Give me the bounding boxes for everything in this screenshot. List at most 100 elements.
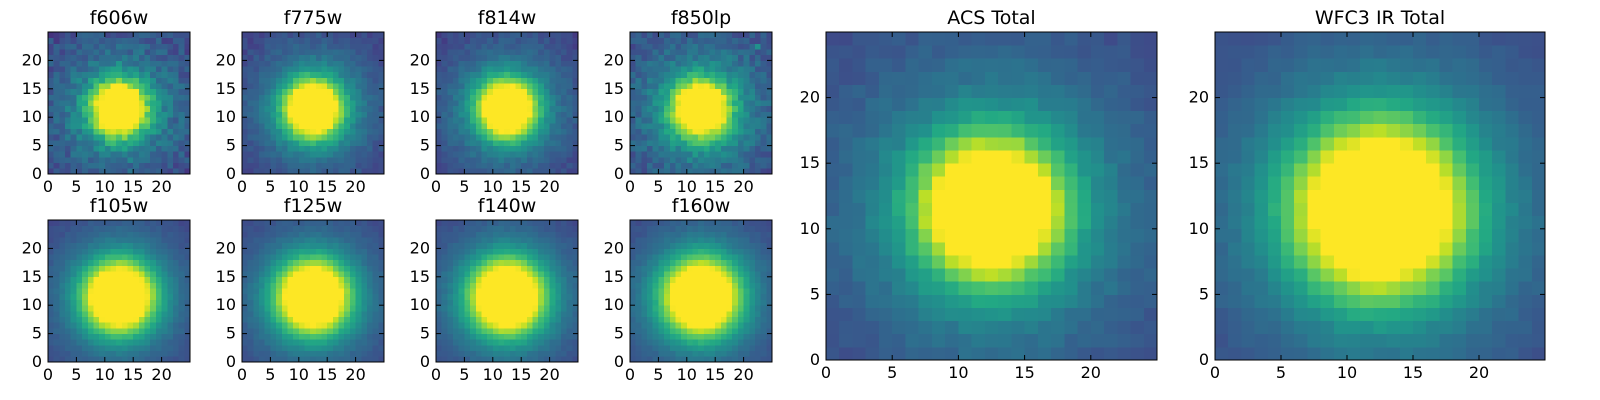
heatmap-cell <box>475 220 482 227</box>
heatmap-cell <box>172 162 180 169</box>
heatmap-cell <box>686 54 693 61</box>
heatmap-cell <box>504 322 511 329</box>
heatmap-cell <box>264 128 271 135</box>
heatmap-cell <box>76 271 83 278</box>
heatmap-cell <box>310 231 317 238</box>
heatmap-cell <box>743 122 750 129</box>
heatmap-cell <box>48 151 55 158</box>
heatmap-cell <box>59 43 66 50</box>
heatmap-cell <box>355 282 362 289</box>
heatmap-cell <box>93 293 100 300</box>
heatmap-cell <box>270 139 277 146</box>
heatmap-cell <box>133 122 140 129</box>
heatmap-cell <box>698 310 705 317</box>
heatmap-cell <box>475 60 482 67</box>
heatmap-cell <box>116 49 123 56</box>
heatmap-cell <box>253 168 260 175</box>
heatmap-cell <box>378 71 385 78</box>
heatmap-cell <box>270 100 277 107</box>
heatmap-cell <box>737 145 744 152</box>
heatmap-cell <box>641 316 648 323</box>
heatmap-cell <box>487 259 494 266</box>
heatmap-cell <box>304 156 311 164</box>
heatmap-cell <box>543 259 550 266</box>
heatmap-cell <box>150 231 157 238</box>
heatmap-cell <box>150 271 157 278</box>
heatmap-cell <box>144 282 151 289</box>
heatmap-cell <box>361 49 368 56</box>
heatmap-cell <box>110 128 117 135</box>
heatmap-cell <box>281 259 288 266</box>
heatmap-cell <box>709 293 716 300</box>
heatmap-cell <box>65 220 72 227</box>
heatmap-cell <box>372 66 379 73</box>
heatmap-cell <box>447 327 454 334</box>
heatmap-cell <box>703 134 710 141</box>
heatmap-cell <box>161 151 168 158</box>
heatmap-cell <box>87 162 94 169</box>
heatmap-cell <box>715 305 722 312</box>
heatmap-cell <box>492 288 499 295</box>
heatmap-cell <box>361 254 368 261</box>
heatmap-cell <box>635 100 642 107</box>
heatmap-cell <box>560 71 568 78</box>
heatmap-cell <box>293 145 300 152</box>
heatmap-cell <box>715 151 722 158</box>
heatmap-cell <box>87 139 94 146</box>
heatmap-cell <box>116 271 123 278</box>
heatmap-cell <box>99 248 106 255</box>
heatmap-cell <box>372 60 379 67</box>
heatmap-cell <box>53 134 60 141</box>
heatmap-cell <box>110 220 117 227</box>
heatmap-cell <box>698 151 705 158</box>
heatmap-cell <box>487 248 494 255</box>
heatmap-cell <box>760 333 767 340</box>
heatmap-cell <box>487 237 494 244</box>
heatmap-cell <box>253 282 260 289</box>
heatmap-cell <box>344 83 351 90</box>
heatmap-cell <box>703 54 710 61</box>
heatmap-cell <box>167 248 174 255</box>
heatmap-cell <box>99 322 106 329</box>
heatmap-cell <box>127 282 134 289</box>
heatmap-cell <box>172 299 180 306</box>
heatmap-cell <box>664 162 671 169</box>
heatmap-cell <box>635 282 642 289</box>
heatmap-cell <box>349 225 356 232</box>
heatmap-cell <box>332 105 339 112</box>
heatmap-cell <box>538 231 545 238</box>
heatmap-cell <box>436 94 443 101</box>
heatmap-cell <box>178 32 185 39</box>
heatmap-cell <box>259 54 266 61</box>
heatmap-cell <box>144 316 151 323</box>
heatmap-cell <box>458 322 465 329</box>
heatmap-cell <box>737 327 744 334</box>
heatmap-cell <box>504 288 511 295</box>
heatmap-cell <box>315 310 322 317</box>
heatmap-cell <box>453 71 460 78</box>
heatmap-cell <box>172 100 180 107</box>
heatmap-cell <box>715 168 722 175</box>
heatmap-cell <box>715 310 722 317</box>
heatmap-cell <box>566 94 573 101</box>
heatmap-cell <box>178 288 185 295</box>
heatmap-cell <box>635 94 642 101</box>
heatmap-cell <box>475 122 482 129</box>
heatmap-cell <box>270 77 277 84</box>
heatmap-cell <box>344 134 351 141</box>
heatmap-cell <box>366 54 374 61</box>
heatmap-cell <box>327 100 334 107</box>
heatmap-cell <box>161 282 168 289</box>
heatmap-cell <box>121 162 128 169</box>
heatmap-cell <box>647 344 654 352</box>
heatmap-cell <box>543 276 550 283</box>
heatmap-cell <box>749 327 756 334</box>
heatmap-cell <box>652 299 659 306</box>
heatmap-cell <box>652 111 659 118</box>
heatmap-cell <box>487 139 494 146</box>
heatmap-cell <box>155 259 162 266</box>
heatmap-cell <box>133 271 140 278</box>
heatmap-cell <box>538 350 545 357</box>
heatmap-cell <box>150 350 157 357</box>
heatmap-cell <box>698 49 705 56</box>
